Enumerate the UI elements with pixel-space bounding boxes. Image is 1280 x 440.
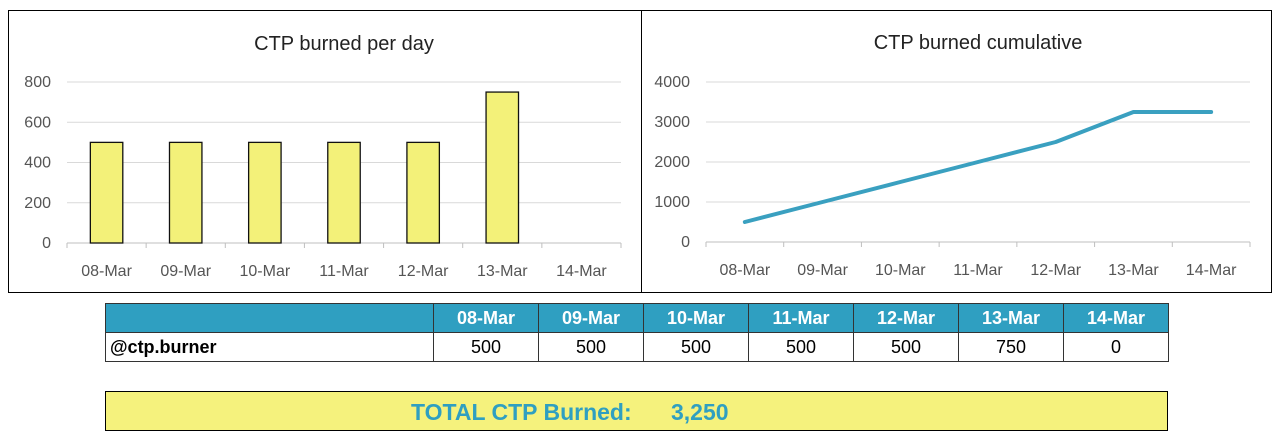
bar	[89, 141, 124, 244]
table-header-cell: 11-Mar	[748, 303, 854, 333]
x-tick-label: 08-Mar	[720, 262, 771, 279]
bar	[406, 141, 441, 244]
table-row-label: @ctp.burner	[105, 332, 434, 362]
table-cell: 750	[958, 332, 1064, 362]
y-tick-label: 1000	[654, 194, 690, 211]
table-row: @ctp.burner 500 500 500 500 500 750 0	[105, 332, 1169, 362]
table-header-cell: 10-Mar	[643, 303, 749, 333]
table-header-cell: 09-Mar	[538, 303, 644, 333]
table-cell: 500	[853, 332, 959, 362]
bar-chart: CTP burned per day 0 200 400 600 800 08-Mar 09-…	[24, 33, 622, 280]
table-cell: 500	[433, 332, 539, 362]
x-tick-label: 12-Mar	[1030, 262, 1081, 279]
table-cell: 0	[1063, 332, 1169, 362]
line-chart: CTP burned cumulative 0 1000 2000 3000 4000 08…	[654, 32, 1251, 279]
y-tick-label: 0	[42, 235, 51, 252]
bar	[327, 141, 361, 244]
x-tick-label: 09-Mar	[160, 263, 211, 280]
series-line	[742, 110, 1214, 224]
total-label: TOTAL CTP Burned:	[411, 399, 632, 425]
bar-chart-panel: CTP burned per day 0 200 400 600 800 08-Mar 09-…	[8, 10, 642, 293]
table-cell: 500	[538, 332, 644, 362]
y-tick-label: 2000	[654, 154, 690, 171]
x-tick-label: 08-Mar	[81, 263, 132, 280]
x-tick-label: 11-Mar	[319, 263, 369, 280]
line-chart-panel: CTP burned cumulative 0 1000 2000 3000 4000 08…	[641, 10, 1272, 293]
bar	[168, 141, 203, 244]
y-tick-label: 0	[681, 234, 690, 251]
x-tick-label: 14-Mar	[1186, 262, 1237, 279]
y-tick-label: 3000	[654, 114, 690, 131]
table-cell: 500	[643, 332, 749, 362]
y-tick-label: 200	[24, 195, 51, 212]
total-burned-banner: TOTAL CTP Burned: 3,250	[105, 391, 1168, 431]
table-header-cell: 14-Mar	[1063, 303, 1169, 333]
table-header-cell: 13-Mar	[958, 303, 1064, 333]
y-tick-label: 400	[24, 155, 51, 172]
bar	[247, 141, 282, 244]
x-tick-label: 11-Mar	[953, 262, 1003, 279]
table-header-blank	[105, 303, 434, 333]
table-header-cell: 12-Mar	[853, 303, 959, 333]
chart-title: CTP burned per day	[254, 33, 434, 55]
total-value: 3,250	[671, 399, 729, 425]
y-tick-label: 4000	[654, 74, 690, 91]
table-header-row: 08-Mar 09-Mar 10-Mar 11-Mar 12-Mar 13-Ma…	[105, 303, 1169, 333]
y-tick-label: 600	[24, 114, 51, 131]
x-tick-label: 10-Mar	[240, 263, 291, 280]
chart-title: CTP burned cumulative	[874, 32, 1083, 54]
x-tick-label: 13-Mar	[1108, 262, 1159, 279]
x-tick-label: 14-Mar	[556, 263, 607, 280]
x-tick-label: 09-Mar	[797, 262, 848, 279]
y-tick-label: 800	[24, 74, 51, 91]
x-tick-label: 10-Mar	[875, 262, 926, 279]
x-tick-label: 13-Mar	[477, 263, 528, 280]
daily-burn-table: 08-Mar 09-Mar 10-Mar 11-Mar 12-Mar 13-Ma…	[105, 303, 1169, 362]
bar	[485, 91, 520, 244]
table-cell: 500	[748, 332, 854, 362]
x-tick-label: 12-Mar	[398, 263, 449, 280]
table-header-cell: 08-Mar	[433, 303, 539, 333]
